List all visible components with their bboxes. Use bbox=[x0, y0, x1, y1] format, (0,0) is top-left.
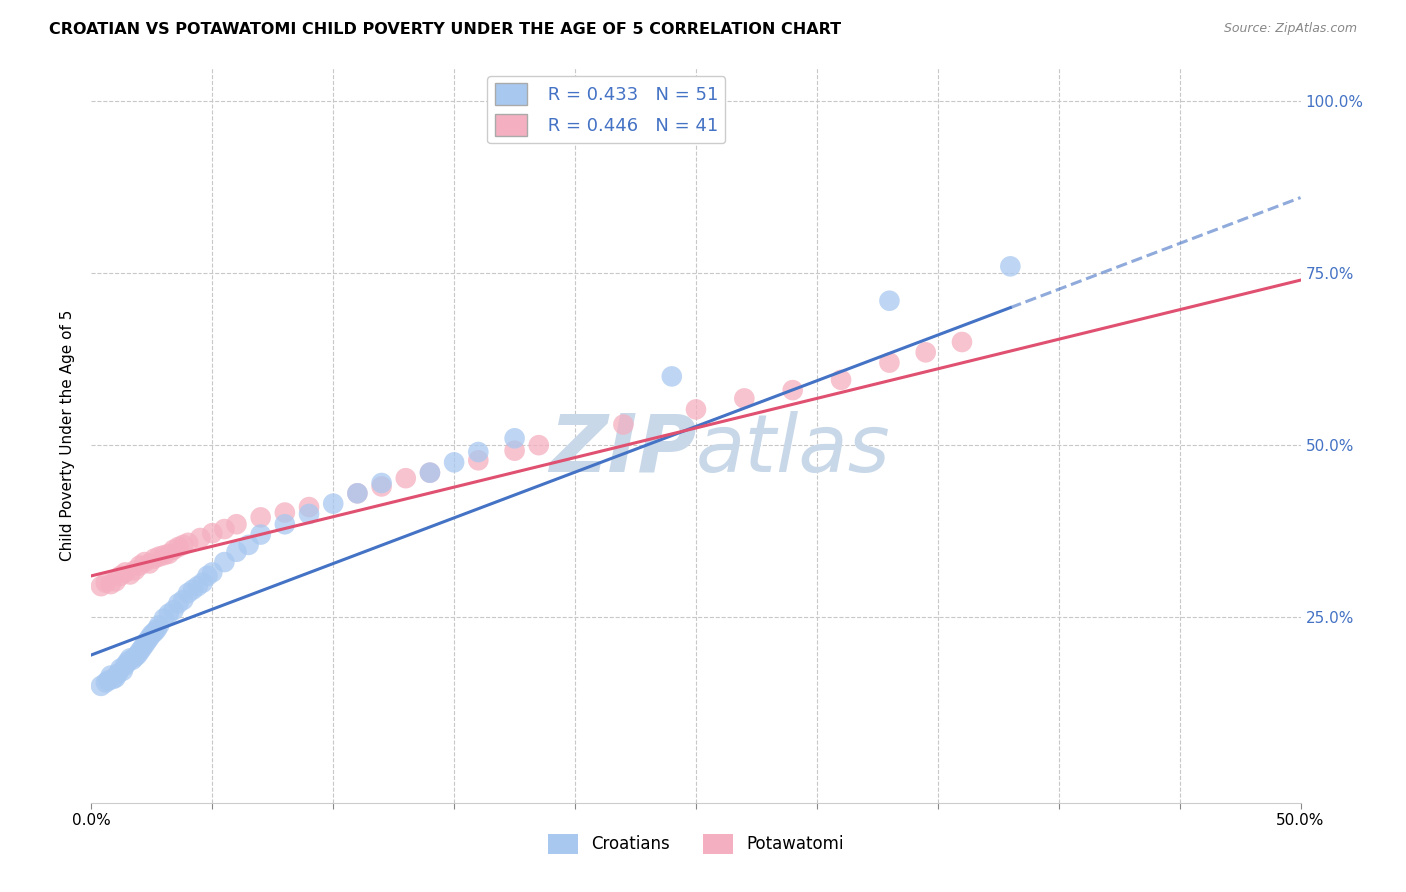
Point bbox=[467, 453, 489, 467]
Point bbox=[503, 431, 526, 445]
Point bbox=[157, 547, 180, 561]
Point bbox=[127, 648, 149, 662]
Point bbox=[298, 507, 321, 521]
Point bbox=[443, 455, 465, 469]
Point bbox=[136, 634, 159, 648]
Point bbox=[114, 566, 136, 580]
Point bbox=[94, 675, 117, 690]
Point bbox=[225, 545, 247, 559]
Point bbox=[187, 579, 209, 593]
Point bbox=[124, 650, 146, 665]
Point bbox=[131, 641, 153, 656]
Point bbox=[148, 549, 170, 564]
Point bbox=[685, 402, 707, 417]
Point bbox=[167, 540, 190, 554]
Point bbox=[733, 392, 755, 406]
Point bbox=[138, 557, 160, 571]
Point bbox=[145, 623, 167, 637]
Point bbox=[162, 542, 184, 557]
Point bbox=[1000, 260, 1022, 274]
Point bbox=[172, 538, 194, 552]
Point bbox=[100, 577, 122, 591]
Point bbox=[101, 672, 124, 686]
Point bbox=[117, 655, 139, 669]
Point bbox=[172, 593, 194, 607]
Point bbox=[467, 445, 489, 459]
Point bbox=[274, 506, 297, 520]
Point bbox=[114, 658, 136, 673]
Point bbox=[188, 531, 211, 545]
Point bbox=[879, 356, 901, 370]
Point bbox=[100, 668, 122, 682]
Point bbox=[153, 548, 176, 562]
Point bbox=[181, 582, 204, 597]
Point bbox=[167, 596, 190, 610]
Point bbox=[110, 569, 132, 583]
Point bbox=[225, 517, 247, 532]
Point bbox=[370, 475, 392, 490]
Point bbox=[238, 538, 260, 552]
Point bbox=[128, 644, 150, 658]
Point bbox=[419, 466, 441, 480]
Point bbox=[298, 500, 321, 514]
Point bbox=[214, 555, 236, 569]
Point bbox=[346, 486, 368, 500]
Point bbox=[134, 555, 156, 569]
Point bbox=[177, 586, 200, 600]
Point bbox=[346, 486, 368, 500]
Point bbox=[104, 671, 127, 685]
Point bbox=[612, 417, 634, 432]
Point bbox=[111, 664, 134, 678]
Y-axis label: Child Poverty Under the Age of 5: Child Poverty Under the Age of 5 bbox=[60, 310, 76, 560]
Text: ZIP: ZIP bbox=[548, 410, 696, 489]
Point bbox=[134, 638, 156, 652]
Point bbox=[782, 383, 804, 397]
Point bbox=[90, 679, 112, 693]
Legend: Croatians, Potawatomi: Croatians, Potawatomi bbox=[541, 827, 851, 861]
Point bbox=[503, 443, 526, 458]
Point bbox=[201, 526, 224, 541]
Point bbox=[214, 522, 236, 536]
Text: Source: ZipAtlas.com: Source: ZipAtlas.com bbox=[1223, 22, 1357, 36]
Point bbox=[110, 662, 132, 676]
Point bbox=[97, 673, 120, 688]
Point bbox=[527, 438, 550, 452]
Point bbox=[395, 471, 418, 485]
Point bbox=[121, 653, 143, 667]
Point bbox=[107, 666, 129, 681]
Point bbox=[120, 651, 142, 665]
Text: CROATIAN VS POTAWATOMI CHILD POVERTY UNDER THE AGE OF 5 CORRELATION CHART: CROATIAN VS POTAWATOMI CHILD POVERTY UND… bbox=[49, 22, 841, 37]
Point bbox=[197, 569, 219, 583]
Point bbox=[143, 551, 166, 566]
Point bbox=[128, 558, 150, 573]
Point bbox=[950, 334, 973, 349]
Point bbox=[370, 479, 392, 493]
Point bbox=[157, 607, 180, 621]
Point bbox=[201, 566, 224, 580]
Point bbox=[830, 373, 852, 387]
Point bbox=[141, 627, 163, 641]
Point bbox=[191, 575, 214, 590]
Point bbox=[138, 631, 160, 645]
Point bbox=[143, 625, 166, 640]
Point bbox=[90, 579, 112, 593]
Point bbox=[249, 510, 271, 524]
Point bbox=[104, 574, 127, 589]
Point bbox=[879, 293, 901, 308]
Point bbox=[124, 563, 146, 577]
Point bbox=[322, 497, 344, 511]
Point bbox=[661, 369, 683, 384]
Point bbox=[419, 466, 441, 480]
Point bbox=[153, 611, 176, 625]
Point bbox=[249, 527, 271, 541]
Point bbox=[177, 536, 200, 550]
Point bbox=[148, 618, 170, 632]
Point bbox=[120, 567, 142, 582]
Point bbox=[94, 575, 117, 590]
Point bbox=[914, 345, 936, 359]
Point bbox=[274, 517, 297, 532]
Point bbox=[162, 603, 184, 617]
Text: atlas: atlas bbox=[696, 410, 891, 489]
